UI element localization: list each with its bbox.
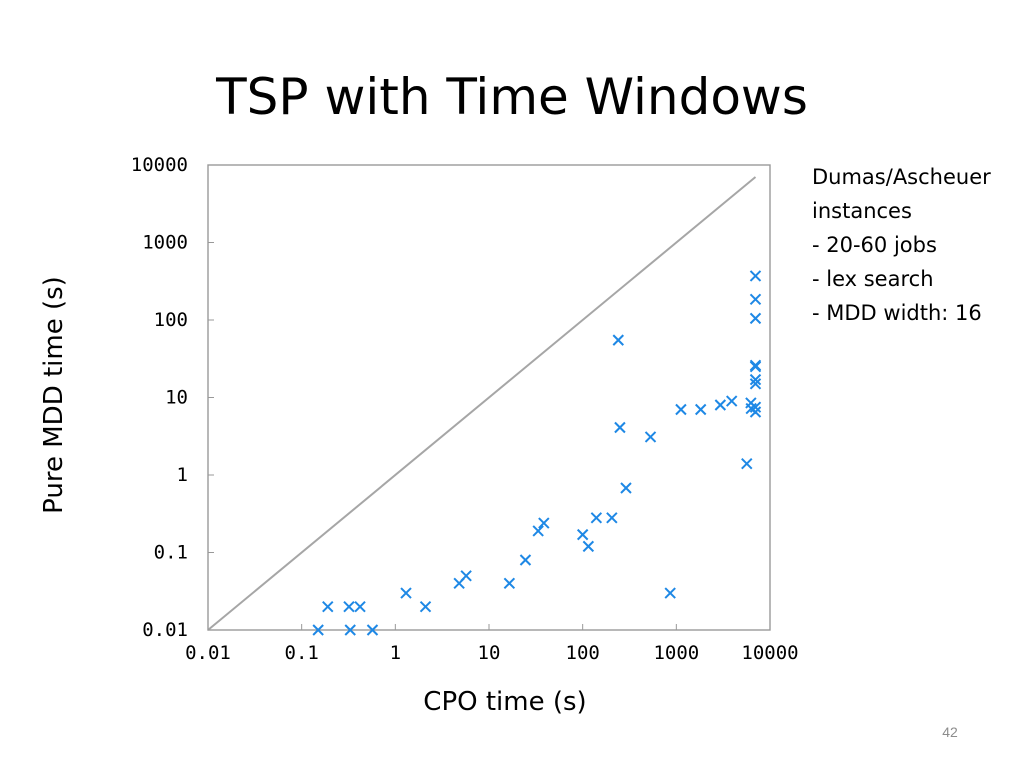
notes-panel: Dumas/Ascheuer instances - 20-60 jobs - … <box>812 160 1017 330</box>
data-point-marker <box>749 360 762 373</box>
data-point-marker <box>749 312 762 325</box>
data-point-marker <box>620 482 632 494</box>
data-point-marker <box>749 406 762 418</box>
y-tick-label: 0.01 <box>142 619 188 641</box>
data-point-marker <box>749 378 762 390</box>
note-line: Dumas/Ascheuer <box>812 165 991 189</box>
data-point-marker <box>749 373 762 386</box>
note-line: instances <box>812 199 912 223</box>
y-tick-label: 10000 <box>131 154 188 176</box>
y-tick-label: 0.1 <box>154 542 188 564</box>
data-point-marker <box>576 528 589 541</box>
data-point-marker <box>749 293 762 306</box>
data-point-marker <box>741 457 753 470</box>
y-tick-label: 10 <box>165 387 188 409</box>
x-tick-label: 0.01 <box>185 642 231 664</box>
data-point-marker <box>519 554 532 566</box>
y-tick-label: 100 <box>154 309 188 331</box>
note-line: - 20-60 jobs <box>812 233 937 257</box>
data-point-marker <box>714 399 727 411</box>
data-point-marker <box>614 421 626 434</box>
slide-title: TSP with Time Windows <box>216 68 808 126</box>
data-point-marker <box>419 600 432 613</box>
data-point-marker <box>675 403 687 416</box>
data-point-marker <box>343 600 355 613</box>
data-point-marker <box>749 270 762 282</box>
y-axis-title: Pure MDD time (s) <box>39 276 69 514</box>
x-tick-label: 10000 <box>741 642 798 664</box>
page-number: 42 <box>942 724 958 740</box>
x-tick-label: 1000 <box>653 642 699 664</box>
data-point-marker <box>725 395 738 407</box>
x-tick-label: 0.1 <box>285 642 319 664</box>
data-point-marker <box>344 624 356 636</box>
note-line: - MDD width: 16 <box>812 301 982 325</box>
data-point-marker <box>366 624 379 636</box>
data-point-marker <box>612 334 624 346</box>
data-point-marker <box>538 517 550 529</box>
reference-diagonal-line <box>207 176 757 631</box>
data-point-marker <box>644 431 657 443</box>
data-point-marker <box>312 624 324 636</box>
note-line: - lex search <box>812 267 934 291</box>
y-tick-label: 1000 <box>142 232 188 254</box>
x-tick-label: 1 <box>390 642 401 664</box>
x-tick-label: 10 <box>478 642 501 664</box>
data-point-marker <box>664 587 676 599</box>
data-point-marker <box>590 512 603 524</box>
y-tick-label: 1 <box>177 464 188 486</box>
data-point-marker <box>694 403 707 416</box>
x-tick-label: 100 <box>566 642 600 664</box>
data-point-marker <box>460 570 472 582</box>
data-point-marker <box>582 540 595 553</box>
data-point-marker <box>503 577 516 590</box>
x-axis-title: CPO time (s) <box>423 687 586 717</box>
data-point-marker <box>606 512 618 524</box>
data-point-marker <box>322 600 334 613</box>
data-point-marker <box>354 600 366 613</box>
data-point-marker <box>400 587 412 599</box>
data-point-marker <box>532 525 544 537</box>
data-point-marker <box>749 401 762 413</box>
